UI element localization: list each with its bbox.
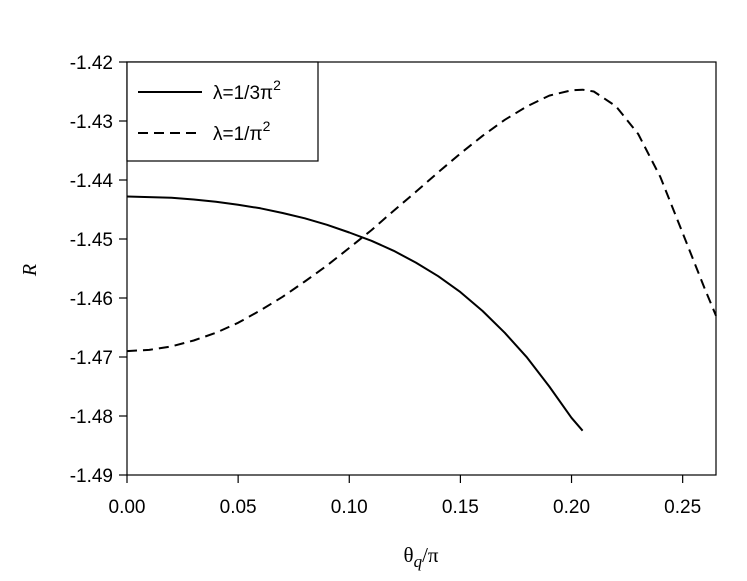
y-tick-label: -1.43 [70, 112, 113, 133]
x-axis-title: θq/π [404, 543, 439, 571]
series-line-1 [126, 195, 584, 432]
y-tick-label: -1.42 [70, 53, 113, 74]
plot-frame [126, 61, 717, 476]
x-tick-label: 0.05 [220, 497, 257, 518]
x-tick-label: 0.15 [442, 497, 479, 518]
y-tick-label: -1.49 [70, 466, 113, 487]
x-tick-label: 0.00 [109, 497, 146, 518]
y-axis: -1.42 -1.43 -1.44 -1.45 -1.46 -1.47 -1.48 -1.49 [70, 53, 127, 487]
legend: λ=1/3π2 λ=1/π2 [126, 61, 319, 162]
y-tick-label: -1.48 [70, 407, 113, 428]
legend-label-series-2: λ=1/π2 [213, 118, 271, 145]
y-tick-label: -1.46 [70, 289, 113, 310]
y-tick-label: -1.45 [70, 230, 113, 251]
y-tick-label: -1.44 [70, 171, 114, 192]
legend-box [126, 61, 319, 162]
y-tick-label: -1.47 [70, 348, 113, 369]
x-axis: 0.00 0.05 0.10 0.15 0.20 0.25 [109, 475, 701, 518]
x-tick-label: 0.25 [664, 497, 701, 518]
legend-label-series-1: λ=1/3π2 [213, 77, 281, 104]
series-layer [126, 88, 717, 432]
series-line-2 [126, 88, 717, 353]
x-tick-label: 0.20 [553, 497, 590, 518]
y-axis-title: R [19, 264, 41, 277]
x-tick-label: 0.10 [331, 497, 368, 518]
